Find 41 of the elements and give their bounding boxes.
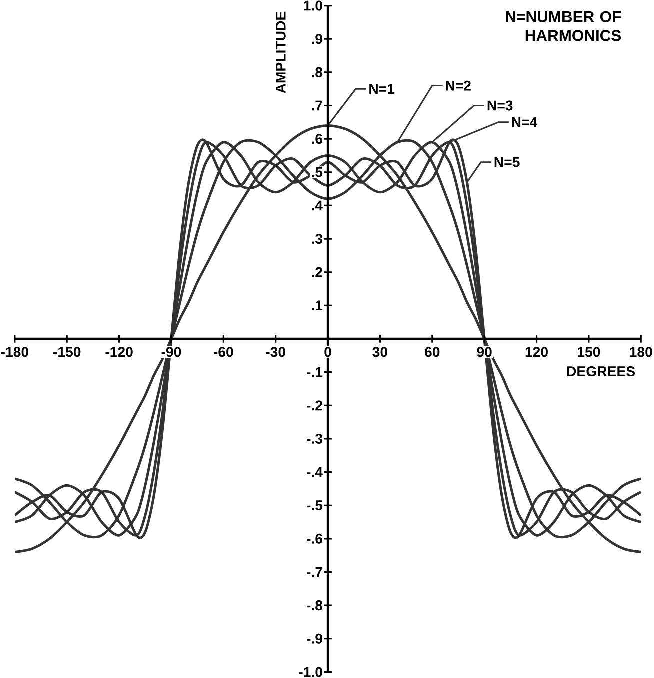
y-tick-label: .6 — [312, 134, 323, 144]
y-tick-label: .1 — [312, 300, 323, 311]
text: N=1 — [370, 84, 395, 94]
y-tick-label: .8 — [312, 67, 323, 78]
annotation: N=NUMBER OF HARMONICS — [506, 11, 622, 42]
y-tick-label: -.8 — [307, 600, 323, 611]
y-tick-label: -.9 — [307, 634, 323, 644]
y-tick-label: .7 — [312, 100, 323, 111]
x-tick-label: 90 — [477, 347, 492, 358]
y-tick-label: 1.0 — [304, 0, 323, 11]
x-tick-label: -150 — [54, 347, 81, 358]
text: N=4 — [512, 118, 538, 128]
x-tick-label: 60 — [425, 347, 440, 358]
x-tick-label: 0 — [324, 347, 332, 358]
y-tick-label: .5 — [312, 167, 323, 178]
x-tick-label: 150 — [578, 347, 600, 358]
y-tick-label: .3 — [312, 234, 323, 244]
x-axis-title: DEGREES — [568, 366, 636, 377]
y-tick-label: -.1 — [307, 367, 323, 378]
text: N=2 — [446, 80, 472, 91]
x-tick-label: -180 — [1, 347, 29, 358]
x-tick-label: 180 — [630, 347, 652, 358]
y-tick-label: .2 — [312, 267, 323, 278]
text: N=5 — [494, 157, 520, 168]
y-tick-label: -.4 — [307, 467, 324, 478]
x-tick-label: -30 — [266, 347, 286, 358]
y-tick-label: -.5 — [307, 500, 323, 511]
y-tick-label: -.2 — [307, 400, 323, 411]
y-tick-label: -.6 — [307, 534, 323, 544]
x-tick-label: -60 — [214, 347, 234, 358]
y-tick-label: -.3 — [307, 434, 323, 444]
x-tick-label: 120 — [526, 347, 548, 358]
y-tick-label: -1.0 — [299, 667, 323, 678]
text: N=3 — [488, 100, 513, 111]
x-tick-label: -120 — [106, 347, 133, 358]
y-axis-title: AMPLITUDE — [276, 12, 286, 94]
y-tick-label: .4 — [312, 200, 324, 211]
x-tick-label: -90 — [162, 347, 182, 358]
y-tick-label: -.7 — [307, 567, 323, 578]
y-tick-label: .9 — [312, 34, 323, 44]
x-tick-label: 30 — [372, 347, 388, 358]
